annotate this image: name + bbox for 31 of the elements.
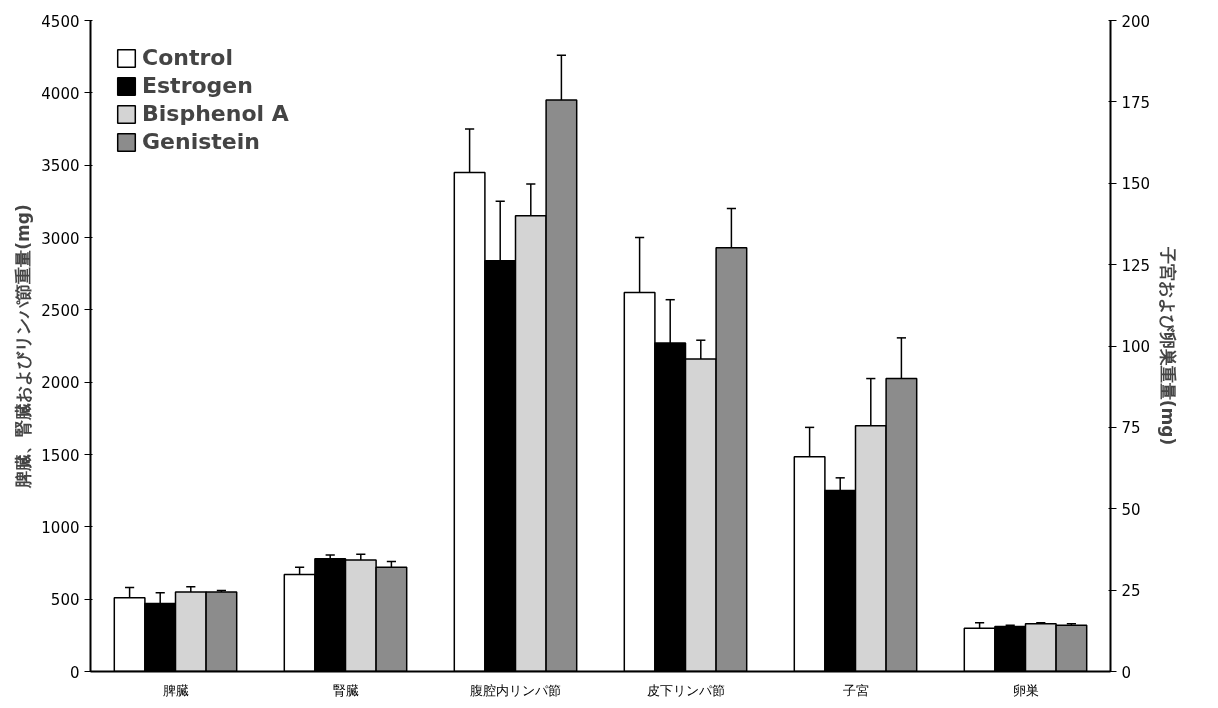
y-tick-label: 1500 [41,446,80,465]
y2-axis-title: 子宮および卵巣重量(mg) [1158,245,1179,446]
y2-tick-label: 125 [1121,256,1151,275]
y-tick-label: 0 [69,663,80,682]
y-tick-label: 2000 [41,374,80,393]
y2-tick-label: 100 [1121,338,1151,356]
y-tick-label: 4500 [41,12,80,31]
x-tick-label: 卵巣 [1012,682,1039,698]
y2-tick-label: 150 [1121,175,1151,194]
legend-label: Bisphenol A [142,101,289,126]
legend-label: Genistein [142,129,260,154]
y2-tick-label: 50 [1121,500,1141,519]
legend-label: Estrogen [142,73,253,98]
y-tick-label: 500 [50,591,80,610]
y-axis-title: 脾臓、腎臓およびリンパ節重量(mg) [13,204,34,489]
y-tick-label: 3500 [41,157,80,176]
y2-tick-label: 25 [1121,582,1141,601]
x-tick-label: 腹腔内リンパ節 [470,682,561,698]
y2-tick-label: 0 [1121,663,1132,682]
y2-tick-label: 200 [1121,12,1151,31]
x-tick-label: 子宮 [842,682,869,698]
y-tick-label: 3000 [41,229,80,248]
y2-tick-label: 75 [1121,419,1141,438]
legend-label: Control [142,45,233,70]
y2-tick-label: 175 [1121,93,1151,112]
y-tick-label: 4000 [41,84,80,103]
x-tick-label: 腎臓 [332,682,359,698]
x-tick-label: 皮下リンパ節 [646,682,725,698]
y-tick-label: 2500 [41,301,80,320]
y-tick-label: 1000 [41,518,80,537]
x-tick-label: 脾臓 [162,682,189,698]
